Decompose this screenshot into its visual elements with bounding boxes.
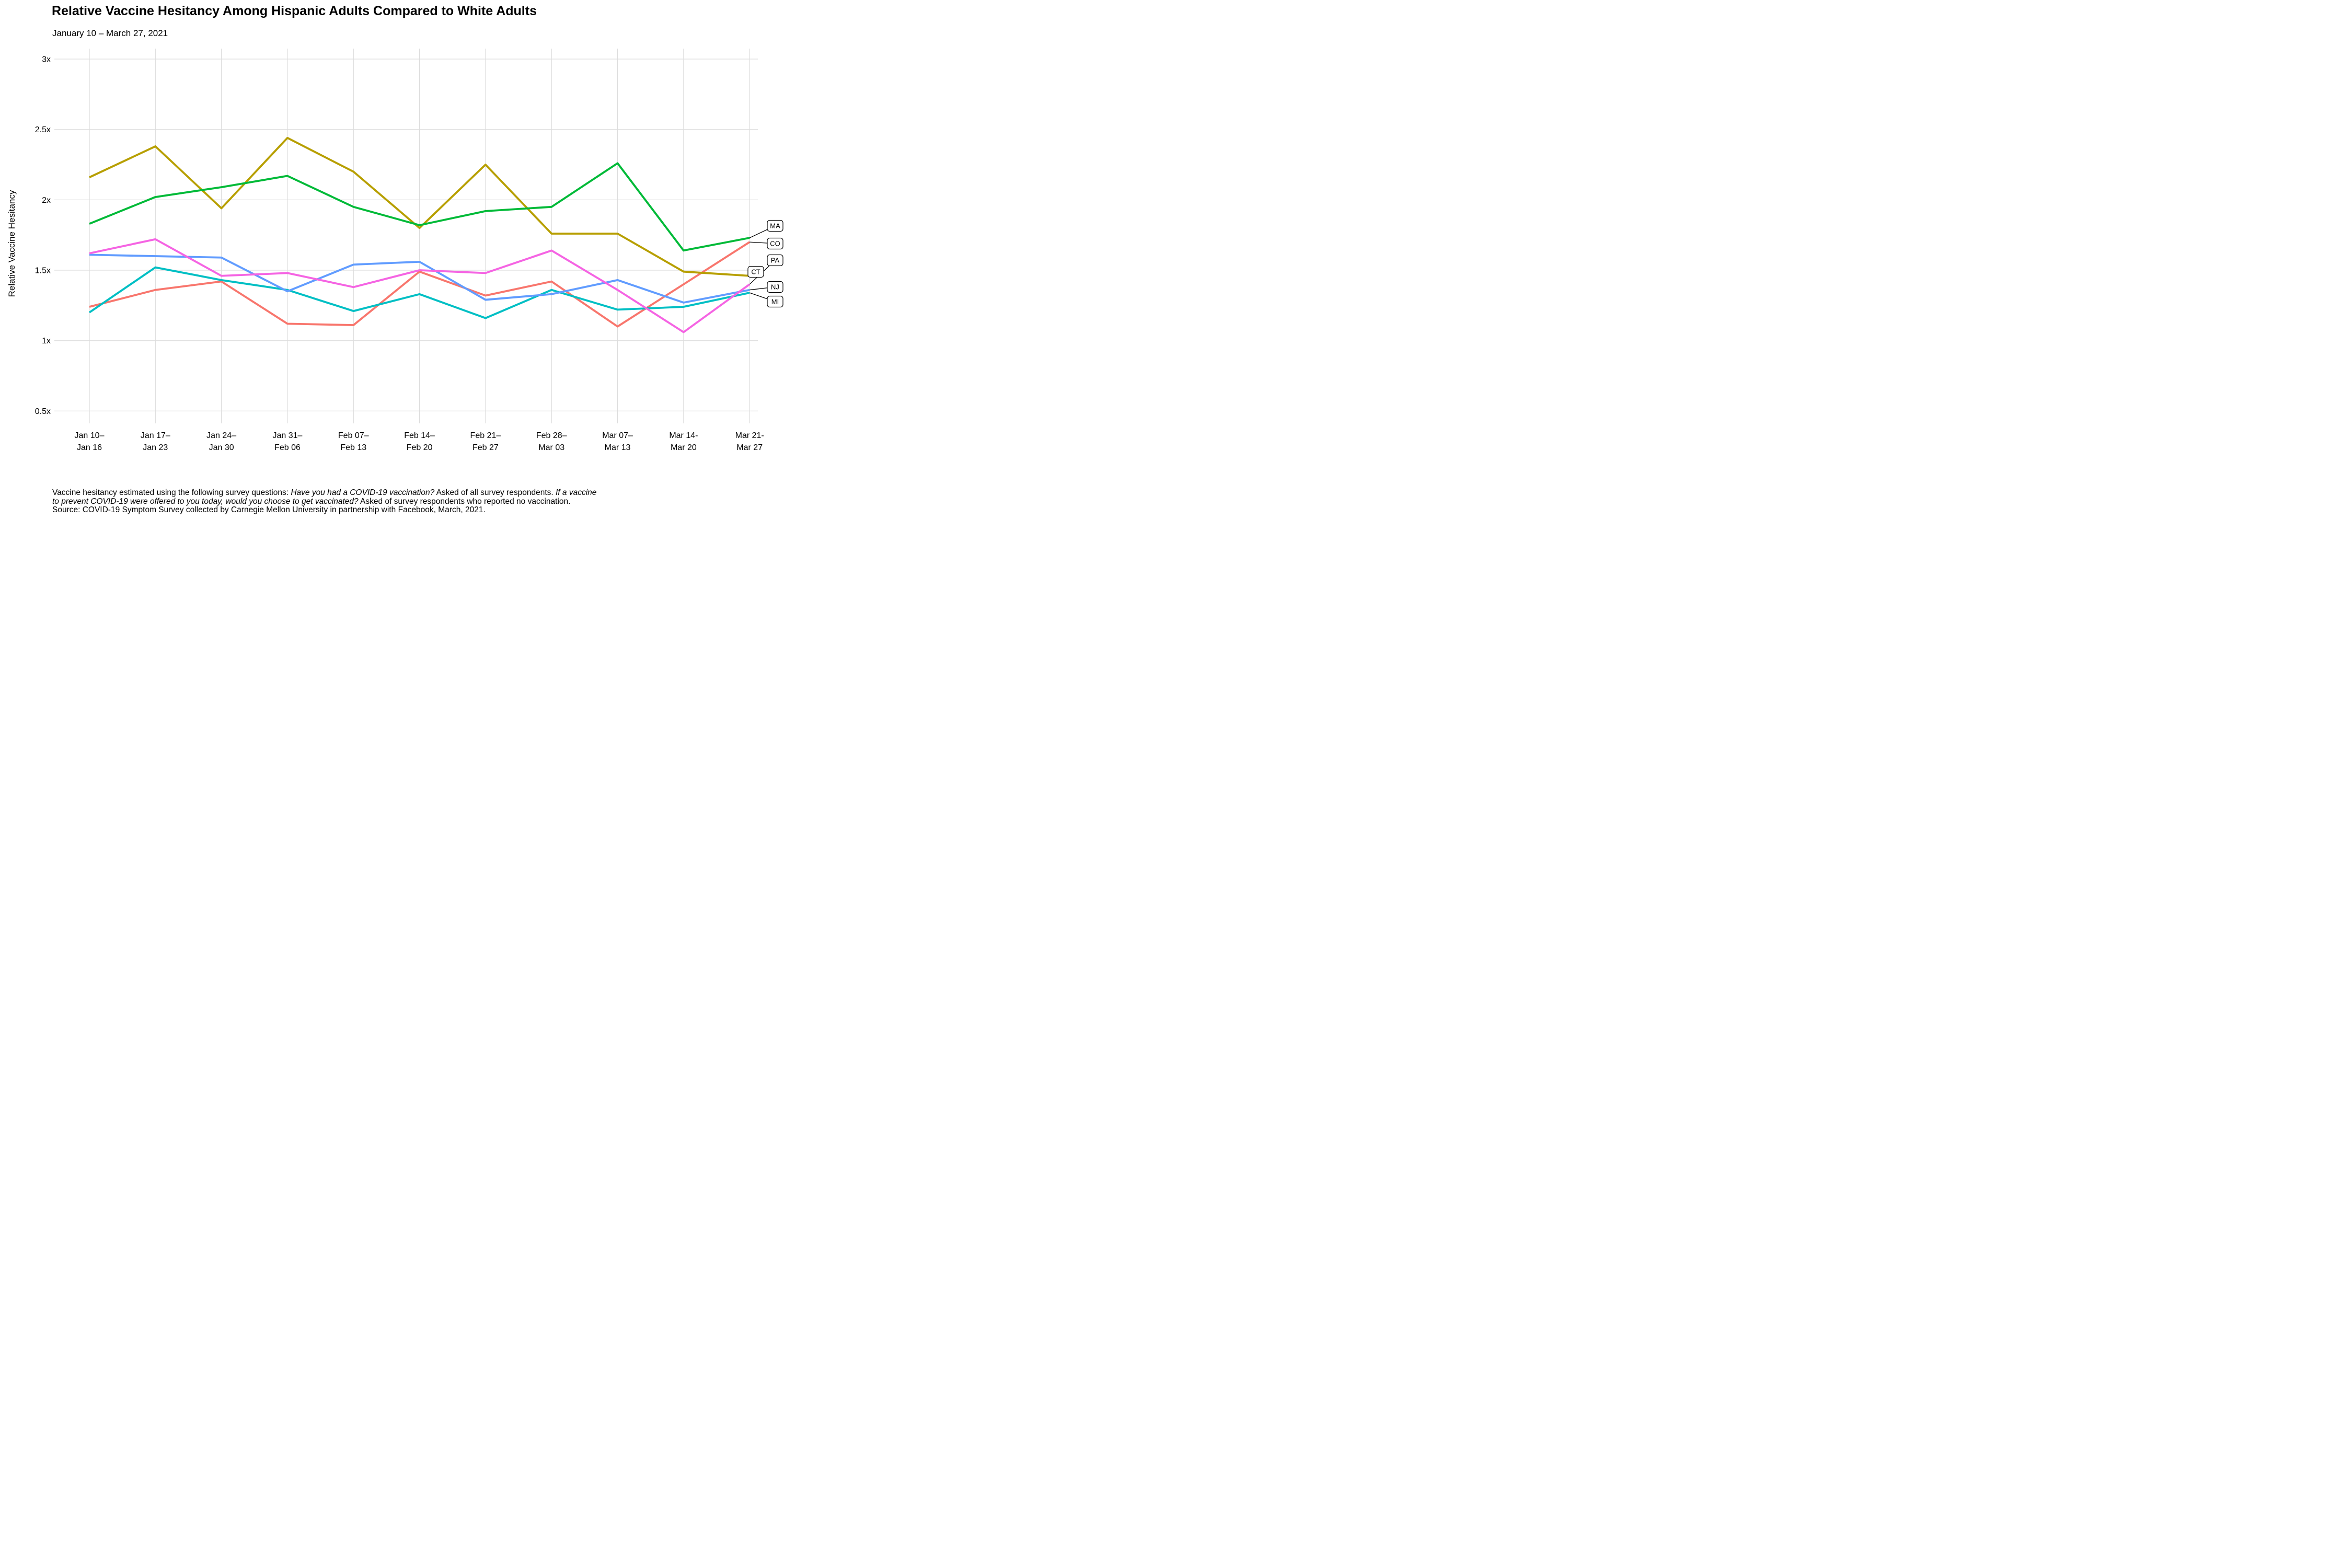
y-tick-label-1.5x: 1.5x [35,267,51,275]
x-tick-label-line2: Mar 13 [605,443,631,452]
footnote-segment: Vaccine hesitancy estimated using the fo… [52,488,291,497]
x-tick-label-line2: Mar 20 [671,443,697,452]
x-tick-label-line1: Mar 21- [735,431,764,440]
x-tick-label-line1: Feb 07– [338,431,369,440]
series-line-CT [89,136,750,277]
x-tick-label-line2: Jan 30 [209,443,234,452]
series-label-text-MI: MI [771,298,779,306]
x-tick-label-line2: Mar 27 [736,443,763,452]
gridlines [54,49,758,423]
x-tick-label-line1: Feb 14– [404,431,435,440]
y-tick-label-2.5x: 2.5x [35,125,51,134]
y-tick-label-0.5x: 0.5x [35,407,51,416]
series-label-PA: PA [767,254,783,267]
chart-container: Relative Vaccine Hesitancy Among Hispani… [0,0,784,523]
series-label-text-MA: MA [770,222,780,230]
series-label-box-NJ [767,281,783,293]
x-tick-label-line2: Jan 23 [143,443,168,452]
series-label-text-CT: CT [751,268,760,276]
series-label-MI: MI [767,295,783,308]
series-line-PA [89,238,751,333]
x-tick-label-line2: Feb 20 [407,443,433,452]
y-axis-tick-labels: 3x 2.5x 2x 1.5x 1x 0.5x [35,55,51,416]
series-label-NJ: NJ [767,281,783,293]
series-label-text-PA: PA [771,257,780,264]
footnote-segment: Asked of all survey respondents. [434,488,556,497]
series-label-MA: MA [767,220,783,232]
series-line-NJ [89,253,750,304]
series-lines [88,136,751,333]
chart-title: Relative Vaccine Hesitancy Among Hispani… [52,4,537,18]
series-label-text-CO: CO [770,240,780,248]
series-label-box-MI [767,295,783,308]
series-line-CO [89,241,751,328]
x-tick-label-line1: Mar 14- [669,431,698,440]
x-tick-label-line1: Jan 17– [141,431,170,440]
footnote-italic-segment: Have you had a COVID-19 vaccination? [291,488,435,497]
y-tick-label-1x: 1x [42,337,51,345]
chart-subtitle: January 10 – March 27, 2021 [52,28,168,38]
series-label-box-CO [767,237,783,250]
series-label-CO: CO [767,237,783,250]
x-tick-label-line2: Mar 03 [538,443,564,452]
footnote-segment: Source: COVID-19 Symptom Survey collecte… [52,505,486,514]
y-tick-label-2x: 2x [42,196,51,205]
series-labels: MA CO PA CT NJ MI [747,220,783,308]
x-tick-label-line2: Feb 13 [340,443,366,452]
series-label-CT: CT [747,266,764,278]
footnote-italic-segment: If a vaccine [556,488,597,497]
footnote-line-3: Source: COVID-19 Symptom Survey collecte… [52,505,596,515]
series-label-box-MA [767,220,783,232]
x-tick-label-line1: Jan 31– [272,431,302,440]
x-tick-label-line2: Jan 16 [77,443,102,452]
series-line-MA [89,162,750,252]
y-tick-label-3x: 3x [42,55,51,64]
series-label-text-NJ: NJ [771,283,779,291]
footnote-segment: Asked of survey respondents who reported… [358,497,571,506]
series-line-MI [88,266,750,319]
footnote-line-2: to prevent COVID-19 were offered to you … [52,497,596,506]
series-label-box-CT [747,266,764,278]
x-tick-label-line1: Feb 21– [470,431,501,440]
x-tick-label-line1: Jan 10– [75,431,105,440]
x-axis-tick-labels: Jan 10– Jan 16 Jan 17– Jan 23 Jan 24– Jan 30 J… [75,431,764,452]
footnote-italic-segment: to prevent COVID-19 were offered to you … [52,497,359,506]
footnote-line-1: Vaccine hesitancy estimated using the fo… [52,488,597,498]
x-tick-label-line1: Feb 28– [536,431,567,440]
series-label-box-PA [767,254,783,267]
x-tick-label-line2: Feb 27 [472,443,499,452]
x-tick-label-line1: Jan 24– [206,431,236,440]
x-tick-label-line1: Mar 07– [602,431,633,440]
x-tick-label-line2: Feb 06 [274,443,301,452]
footnote: Vaccine hesitancy estimated using the fo… [52,488,597,515]
